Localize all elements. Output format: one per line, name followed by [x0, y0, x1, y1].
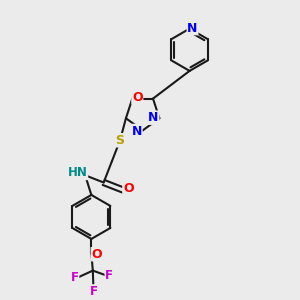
Text: N: N — [187, 22, 198, 34]
Text: F: F — [70, 271, 79, 284]
Text: F: F — [105, 268, 113, 281]
Text: O: O — [91, 248, 102, 261]
Text: HN: HN — [68, 167, 88, 179]
Text: N: N — [148, 111, 159, 124]
Text: F: F — [89, 285, 98, 298]
Text: S: S — [116, 134, 124, 147]
Text: O: O — [123, 182, 134, 195]
Text: O: O — [132, 91, 142, 103]
Text: N: N — [132, 124, 142, 137]
